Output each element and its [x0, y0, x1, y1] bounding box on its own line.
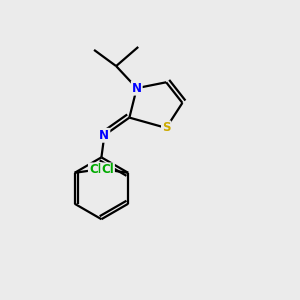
Text: Cl: Cl: [101, 164, 114, 176]
Text: Cl: Cl: [89, 164, 102, 176]
Text: N: N: [132, 82, 142, 95]
Text: S: S: [162, 122, 170, 134]
Text: N: N: [99, 129, 110, 142]
